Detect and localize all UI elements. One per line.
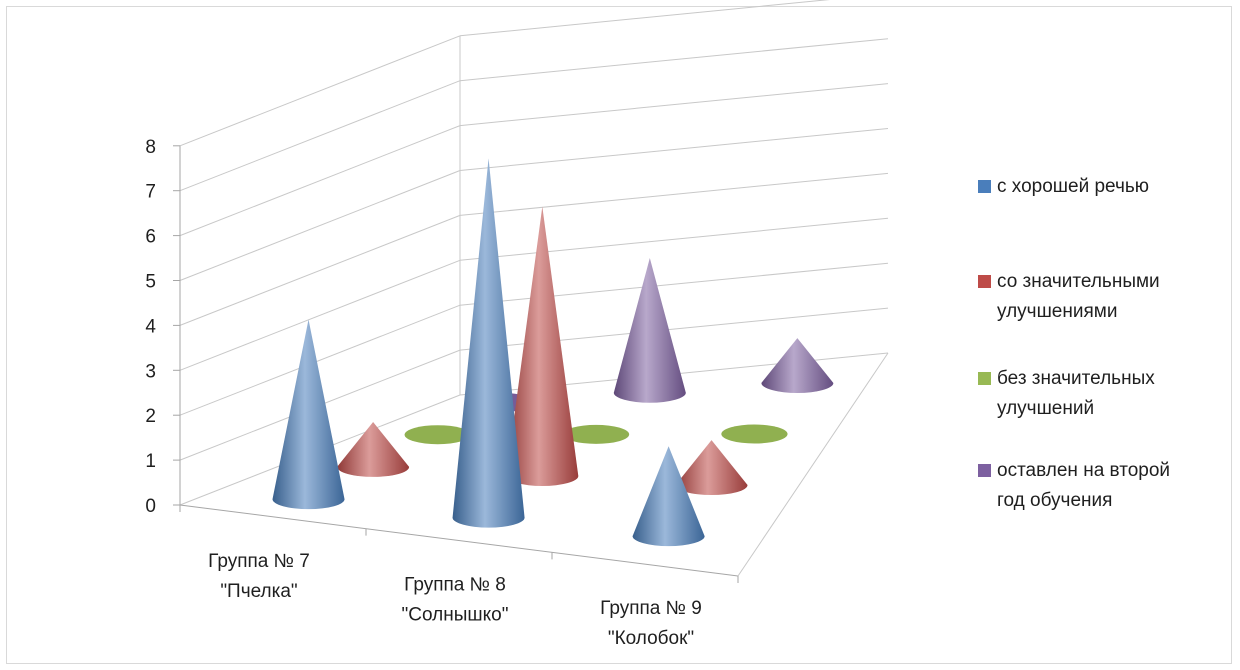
cone-0-2 [632, 446, 705, 547]
gridline-left-wall [179, 259, 461, 371]
x-tick-label: Группа № 9 [600, 598, 702, 619]
legend-entry-label: со значительными [997, 271, 1160, 292]
y-tick-label: 6 [145, 227, 156, 248]
legend-entry-label: без значительных [997, 368, 1155, 389]
y-tick-label: 2 [145, 406, 156, 427]
x-tick-label: "Солнышко" [402, 605, 509, 626]
legend-entry-label: год обучения [997, 490, 1112, 511]
y-tick-label: 4 [145, 316, 156, 337]
gridline-back-wall [459, 217, 889, 261]
gridline-back-wall [459, 262, 889, 306]
gridline-back-wall [459, 128, 889, 171]
legend-swatch-2 [978, 372, 991, 385]
cone-base-2-0 [404, 425, 471, 445]
legend-swatch-1 [978, 275, 991, 288]
x-axis-line [179, 504, 739, 577]
cone-3-2 [761, 338, 834, 393]
legend-swatch-0 [978, 180, 991, 193]
x-tick-label: Группа № 8 [404, 575, 506, 596]
cone-1-0 [337, 422, 410, 477]
gridline-left-wall [179, 170, 461, 281]
cone-0-1 [452, 158, 525, 528]
x-tick-label: "Пчелка" [220, 581, 297, 602]
y-axis-ticks: 0 1 2 3 4 5 6 7 8 [145, 137, 180, 517]
gridline-back-wall [459, 83, 889, 127]
y-tick-label: 5 [145, 272, 156, 293]
y-tick-label: 3 [145, 361, 156, 382]
gridline-back-wall [459, 38, 889, 82]
cone-base-2-1 [562, 424, 630, 444]
legend-entry-label: улучшениями [997, 301, 1117, 322]
floor-right-edge [737, 352, 889, 577]
gridline-left-wall [179, 304, 461, 416]
legend-entry-label: улучшений [997, 398, 1094, 419]
x-tick-label: Группа № 7 [208, 551, 310, 572]
legend: с хорошей речью со значительными улучшения… [978, 176, 1170, 511]
cone-0-0 [272, 319, 345, 510]
gridline-left-wall [179, 35, 461, 147]
gridline-left-wall [179, 125, 461, 237]
gridline-back-wall [459, 172, 889, 216]
legend-entry-label: оставлен на второй [997, 460, 1170, 481]
cone-1-2 [675, 440, 748, 496]
y-tick-label: 0 [145, 496, 156, 517]
y-tick-label: 7 [145, 182, 156, 203]
data-cones [272, 158, 834, 547]
y-tick-label: 8 [145, 137, 156, 158]
cone-base-2-2 [721, 424, 788, 444]
cone-1-1 [506, 206, 579, 486]
cone-3-1 [613, 258, 686, 403]
gridline-back-wall [459, 0, 830, 37]
legend-entry-label: с хорошей речью [997, 176, 1149, 197]
x-tick-label: "Колобок" [608, 628, 694, 649]
gridline-left-wall [179, 80, 461, 192]
y-tick-label: 1 [145, 451, 156, 472]
x-axis-labels: Группа № 7 "Пчелка" Группа № 8 "Солнышко" Гр… [208, 551, 702, 649]
legend-swatch-3 [978, 464, 991, 477]
gridline-left-wall [179, 214, 461, 326]
chart-area [6, 6, 1232, 664]
